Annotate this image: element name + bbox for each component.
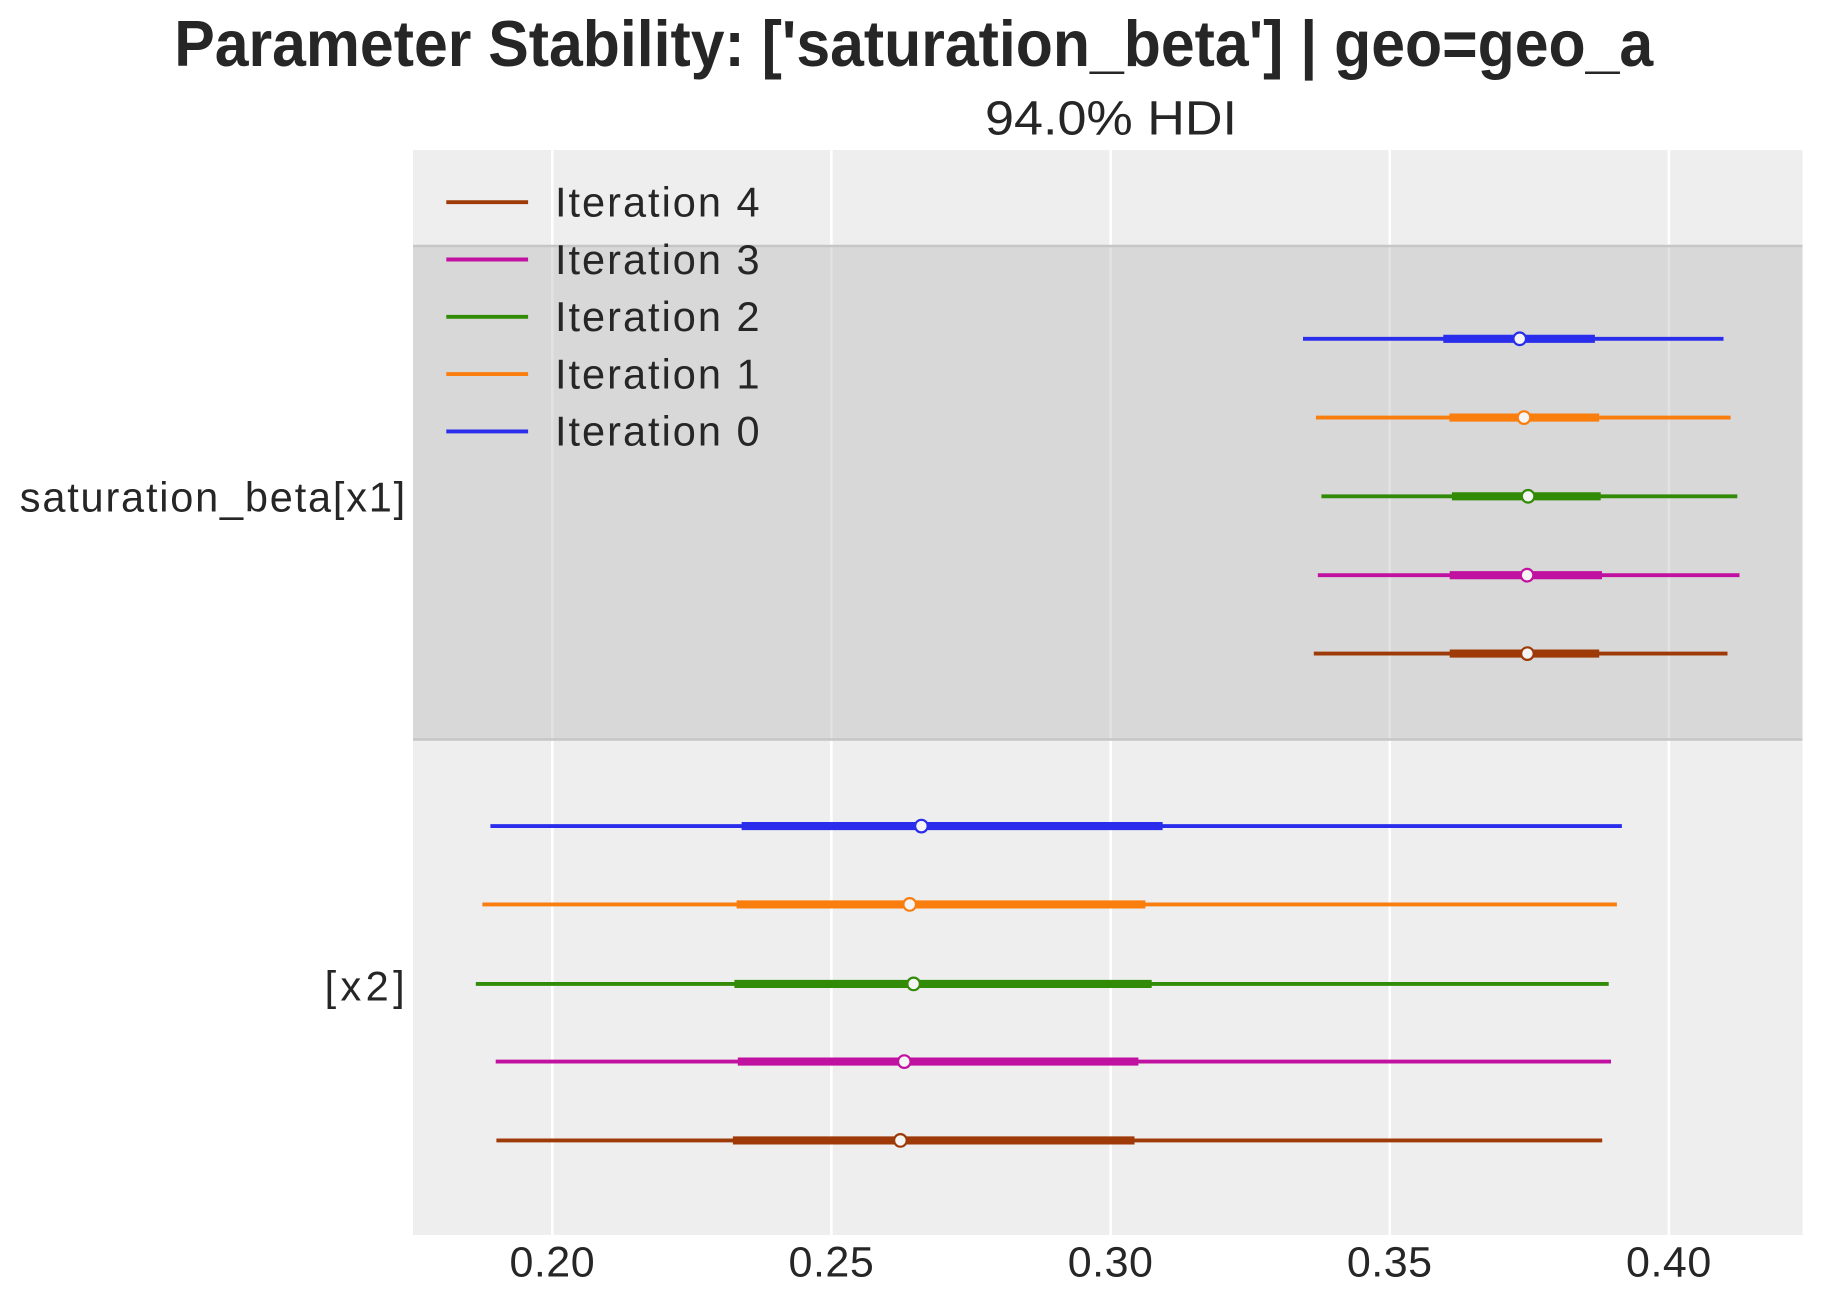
svg-text:0.30: 0.30 xyxy=(1068,1239,1154,1287)
svg-text:Iteration 4: Iteration 4 xyxy=(555,179,762,226)
svg-text:0.20: 0.20 xyxy=(509,1239,595,1287)
svg-text:Iteration 0: Iteration 0 xyxy=(555,408,762,455)
svg-text:Iteration 3: Iteration 3 xyxy=(555,236,762,283)
svg-text:0.35: 0.35 xyxy=(1347,1239,1433,1287)
svg-text:0.40: 0.40 xyxy=(1626,1239,1712,1287)
svg-text:Parameter Stability: ['saturat: Parameter Stability: ['saturation_beta']… xyxy=(174,8,1654,81)
svg-text:[x2]: [x2] xyxy=(325,963,409,1010)
svg-text:94.0% HDI: 94.0% HDI xyxy=(985,91,1237,145)
svg-text:saturation_beta[x1]: saturation_beta[x1] xyxy=(20,474,407,521)
svg-text:Iteration 2: Iteration 2 xyxy=(555,293,762,340)
svg-text:0.25: 0.25 xyxy=(789,1239,875,1287)
svg-text:Iteration 1: Iteration 1 xyxy=(555,350,762,397)
